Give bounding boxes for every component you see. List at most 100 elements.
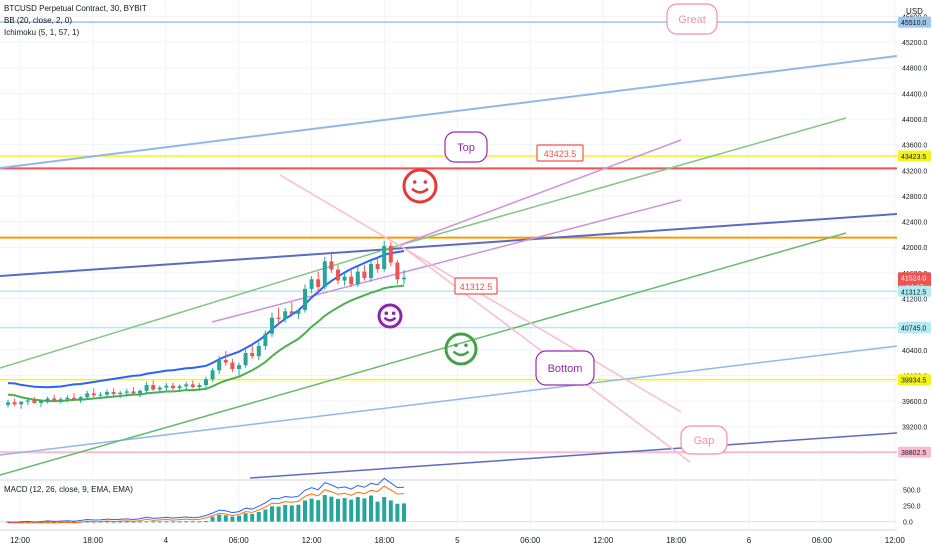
x-tick-label: 06:00 <box>520 536 541 545</box>
candle <box>388 242 393 267</box>
candle <box>171 382 175 391</box>
candle-body <box>270 317 274 334</box>
face-circle <box>444 332 478 366</box>
candle-body <box>58 399 63 401</box>
candle-body <box>52 398 57 401</box>
candle <box>322 256 327 290</box>
candle <box>144 381 149 394</box>
macd-legend[interactable]: MACD (12, 26, close, 9, EMA, EMA) <box>4 485 133 494</box>
macd-histogram-bar <box>85 521 90 523</box>
price-badge: 39934.5 <box>898 374 931 386</box>
candle <box>395 260 400 285</box>
candle <box>91 388 96 398</box>
candle <box>157 385 162 394</box>
macd-histogram-bar <box>369 495 373 522</box>
macd-histogram-bar <box>124 521 129 523</box>
price-badge-label: 38802.5 <box>901 450 926 457</box>
candle <box>329 251 334 273</box>
y-tick-label: 39200.0 <box>902 425 927 432</box>
smiley-face-icon <box>444 332 478 366</box>
annotation-callout: Gap <box>680 425 728 455</box>
candle <box>362 265 367 281</box>
macd-histogram-bar <box>177 521 182 523</box>
candle <box>72 393 76 402</box>
candle <box>342 272 347 286</box>
y-tick-label: 44800.0 <box>902 66 927 73</box>
y-tick-label: 43200.0 <box>902 168 927 175</box>
x-tick-label: 6 <box>747 536 752 545</box>
candle-body <box>217 360 222 371</box>
annotation-callout: 41312.5 <box>454 277 498 295</box>
y-tick-label: 41200.0 <box>902 296 927 303</box>
candle-body <box>230 362 235 370</box>
trend-line <box>0 345 898 456</box>
candle-body <box>309 279 314 289</box>
candle <box>164 383 169 391</box>
y-tick-label: 42400.0 <box>902 220 927 227</box>
currency-label[interactable]: USD <box>906 6 923 16</box>
candle-body <box>369 263 373 278</box>
bb-legend[interactable]: BB (20, close, 2, 0) <box>4 16 73 25</box>
candle <box>131 386 136 395</box>
callout-label: 41312.5 <box>460 282 493 292</box>
macd-histogram-bar <box>316 500 321 522</box>
candle-body <box>322 261 327 287</box>
face-eye <box>384 311 389 316</box>
candle <box>309 276 314 294</box>
price-badge: 38802.5 <box>898 446 931 458</box>
candle-body <box>151 385 156 390</box>
face-mouth <box>383 316 397 322</box>
candle <box>177 384 182 393</box>
candle <box>138 389 142 398</box>
candle-body <box>32 400 37 403</box>
candle <box>19 401 24 409</box>
candle-body <box>91 393 96 396</box>
macd-histogram-bar <box>58 521 63 523</box>
x-tick-label: 06:00 <box>229 536 250 545</box>
macd-histogram-bar <box>342 498 347 522</box>
candle-body <box>105 392 109 395</box>
candle <box>184 381 189 390</box>
candle <box>349 270 354 287</box>
candle <box>382 240 387 272</box>
macd-tick-label: 0.0 <box>903 520 913 527</box>
macd-histogram-bar <box>395 503 400 522</box>
x-tick-label: 12:00 <box>10 536 31 545</box>
macd-histogram-bar <box>210 516 215 522</box>
candle <box>402 270 406 285</box>
candle-body <box>190 384 195 387</box>
candle-body <box>382 245 387 270</box>
face-circle <box>377 303 403 329</box>
signal-line <box>8 485 405 524</box>
macd-histogram-bar <box>138 521 142 523</box>
macd-histogram-bar <box>296 504 301 522</box>
candle-body <box>237 365 241 370</box>
price-badge: 45510.0 <box>898 16 931 28</box>
candle <box>210 367 215 382</box>
candle <box>204 376 208 388</box>
annotation-callout: Top <box>444 131 488 163</box>
candle <box>39 399 43 407</box>
trend-line <box>211 199 682 323</box>
candle <box>230 358 235 373</box>
ichimoku-legend[interactable]: Ichimoku (5, 1, 57, 1) <box>4 28 80 37</box>
symbol-legend[interactable]: BTCUSD Perpetual Contract, 30, BYBIT <box>4 4 147 13</box>
macd-tick-label: 250.0 <box>903 504 921 511</box>
candle <box>276 307 281 325</box>
macd-histogram-bar <box>276 506 281 522</box>
macd-histogram-bar <box>402 503 406 522</box>
x-tick-label: 12:00 <box>302 536 323 545</box>
macd-pane <box>0 477 897 524</box>
candle <box>32 397 37 404</box>
annotations: Great Top 43423.5 41312.5 Bottom Gap <box>377 3 728 455</box>
macd-histogram-bar <box>118 521 123 523</box>
callout-box <box>666 3 718 35</box>
candle <box>237 362 241 376</box>
macd-histogram-bar <box>336 498 340 522</box>
callout-box <box>444 131 488 163</box>
candle-body <box>336 269 340 281</box>
macd-line <box>7 477 405 524</box>
candle <box>98 392 103 400</box>
annotation-callout: Great <box>666 3 718 35</box>
